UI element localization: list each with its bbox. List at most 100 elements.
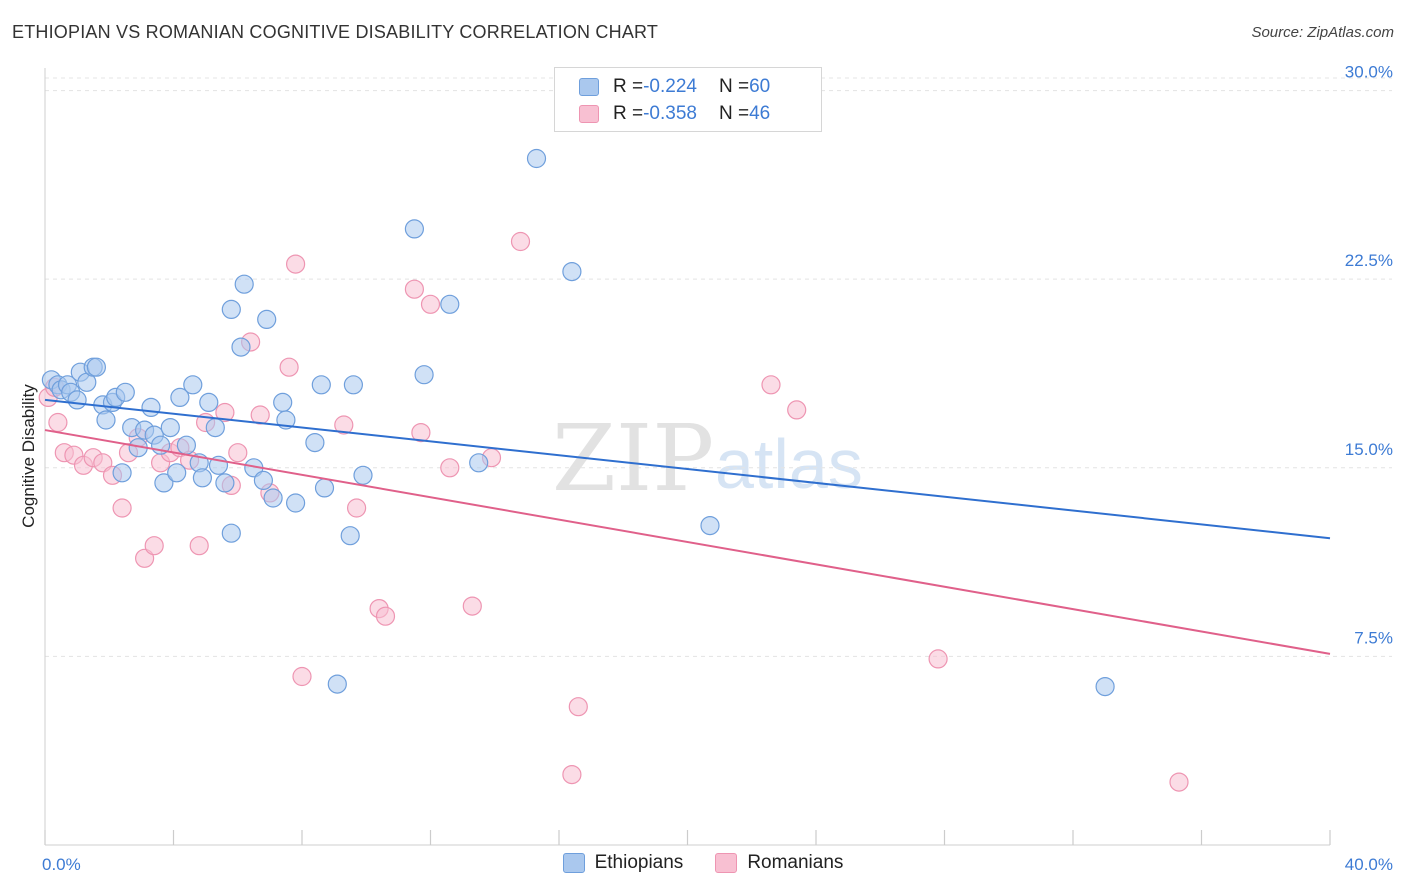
data-point-ethiopians[interactable] [340, 526, 360, 546]
data-point-ethiopians[interactable] [234, 274, 254, 294]
data-point-ethiopians[interactable] [414, 365, 434, 385]
legend-swatch-romanians [715, 853, 738, 873]
data-point-ethiopians[interactable] [86, 357, 107, 377]
data-point-ethiopians[interactable] [231, 337, 251, 357]
data-point-romanians[interactable] [347, 498, 367, 518]
data-point-ethiopians[interactable] [199, 392, 219, 412]
data-point-ethiopians[interactable] [141, 397, 161, 417]
legend-r-value-ethiopians: -0.224 [643, 76, 697, 97]
data-point-ethiopians[interactable] [263, 488, 283, 508]
correlation-legend: R = -0.224 N = 60 R = -0.358 N = 46 [554, 67, 822, 132]
data-point-ethiopians[interactable] [305, 433, 325, 453]
data-point-romanians[interactable] [462, 596, 482, 616]
data-point-ethiopians[interactable] [440, 294, 460, 314]
y-tick-label: 7.5% [1354, 628, 1393, 647]
data-point-ethiopians[interactable] [176, 435, 196, 455]
x-tick-label-min: 0.0% [42, 855, 81, 874]
legend-label-ethiopians: Ethiopians [594, 852, 684, 873]
data-point-ethiopians[interactable] [700, 515, 720, 536]
data-point-ethiopians[interactable] [404, 219, 424, 239]
data-point-ethiopians[interactable] [353, 465, 373, 485]
data-point-romanians[interactable] [404, 279, 424, 299]
legend-r-label: R = [613, 103, 644, 124]
data-point-romanians[interactable] [334, 415, 354, 435]
watermark-zip: ZIP [552, 405, 714, 512]
data-point-romanians[interactable] [761, 375, 781, 395]
legend-item-romanians[interactable]: Romanians [715, 852, 843, 874]
y-tick-label: 15.0% [1345, 440, 1393, 459]
data-point-romanians[interactable] [562, 764, 582, 785]
data-point-romanians[interactable] [411, 423, 431, 443]
data-point-ethiopians[interactable] [67, 390, 87, 410]
legend-row-ethiopians: R = -0.224 N = 60 [579, 74, 770, 100]
data-point-ethiopians[interactable] [205, 418, 225, 438]
data-point-romanians[interactable] [292, 666, 312, 687]
legend-n-value-romanians: 46 [749, 103, 771, 124]
legend-swatch-ethiopians [562, 853, 585, 873]
legend-n-label: N = [718, 76, 750, 97]
data-point-romanians[interactable] [112, 498, 132, 518]
chart-title: ETHIOPIAN VS ROMANIAN COGNITIVE DISABILI… [12, 22, 659, 42]
trend-line-ethiopians [44, 398, 1331, 540]
data-point-romanians[interactable] [228, 443, 248, 463]
data-point-ethiopians[interactable] [192, 468, 212, 488]
data-point-ethiopians[interactable] [311, 375, 331, 395]
data-point-ethiopians[interactable] [253, 470, 273, 490]
data-point-ethiopians[interactable] [167, 463, 187, 483]
source-label: Source: ZipAtlas.com [1251, 24, 1394, 41]
legend-label-romanians: Romanians [747, 852, 844, 873]
data-point-romanians[interactable] [279, 357, 299, 377]
data-point-ethiopians[interactable] [286, 493, 306, 513]
data-point-romanians[interactable] [510, 231, 531, 252]
data-point-ethiopians[interactable] [221, 523, 241, 543]
y-axis-label: Cognitive Disability [19, 384, 38, 528]
trend-layer [44, 398, 1331, 655]
data-point-romanians[interactable] [420, 294, 441, 314]
data-point-ethiopians[interactable] [221, 299, 241, 319]
grid-layer: 7.5% 15.0% 22.5% 30.0% [45, 63, 1393, 657]
data-point-ethiopians[interactable] [562, 262, 582, 282]
data-point-romanians[interactable] [787, 400, 807, 420]
data-point-ethiopians[interactable] [154, 473, 174, 493]
data-point-ethiopians[interactable] [526, 148, 547, 169]
legend-row-romanians: R = -0.358 N = 46 [579, 101, 770, 127]
data-point-romanians[interactable] [189, 536, 209, 556]
series-legend: Ethiopians Romanians [0, 852, 1406, 874]
legend-n-value-ethiopians: 60 [749, 76, 771, 97]
data-point-romanians[interactable] [1169, 772, 1189, 792]
data-point-romanians[interactable] [250, 405, 270, 425]
data-point-romanians[interactable] [440, 458, 460, 478]
points-layer [38, 148, 1189, 792]
data-point-romanians[interactable] [568, 697, 588, 717]
watermark-atlas: atlas [715, 425, 863, 503]
data-point-ethiopians[interactable] [1095, 676, 1115, 697]
data-point-ethiopians[interactable] [160, 418, 180, 438]
data-point-ethiopians[interactable] [273, 392, 293, 412]
legend-r-value-romanians: -0.358 [643, 103, 697, 124]
data-point-ethiopians[interactable] [469, 453, 489, 473]
data-point-ethiopians[interactable] [257, 309, 277, 329]
data-point-romanians[interactable] [928, 649, 948, 669]
data-point-romanians[interactable] [286, 254, 306, 274]
data-point-romanians[interactable] [48, 412, 68, 433]
data-point-ethiopians[interactable] [327, 674, 347, 694]
data-point-ethiopians[interactable] [215, 473, 235, 493]
axis-layer: 0.0% 40.0% [42, 68, 1393, 874]
legend-swatch-romanians [579, 105, 599, 123]
data-point-romanians[interactable] [215, 402, 235, 423]
legend-item-ethiopians[interactable]: Ethiopians [562, 852, 684, 874]
data-point-romanians[interactable] [375, 606, 396, 626]
data-point-ethiopians[interactable] [170, 387, 190, 407]
y-tick-label: 30.0% [1345, 63, 1393, 82]
data-point-ethiopians[interactable] [112, 463, 132, 483]
data-point-ethiopians[interactable] [314, 478, 335, 498]
data-point-romanians[interactable] [144, 536, 164, 556]
data-point-ethiopians[interactable] [96, 410, 116, 430]
legend-r-label: R = [613, 76, 644, 97]
x-tick-label-max: 40.0% [1345, 855, 1393, 874]
data-point-ethiopians[interactable] [183, 375, 203, 395]
data-point-ethiopians[interactable] [115, 382, 135, 402]
y-tick-label: 22.5% [1345, 251, 1393, 270]
data-point-ethiopians[interactable] [343, 375, 363, 395]
